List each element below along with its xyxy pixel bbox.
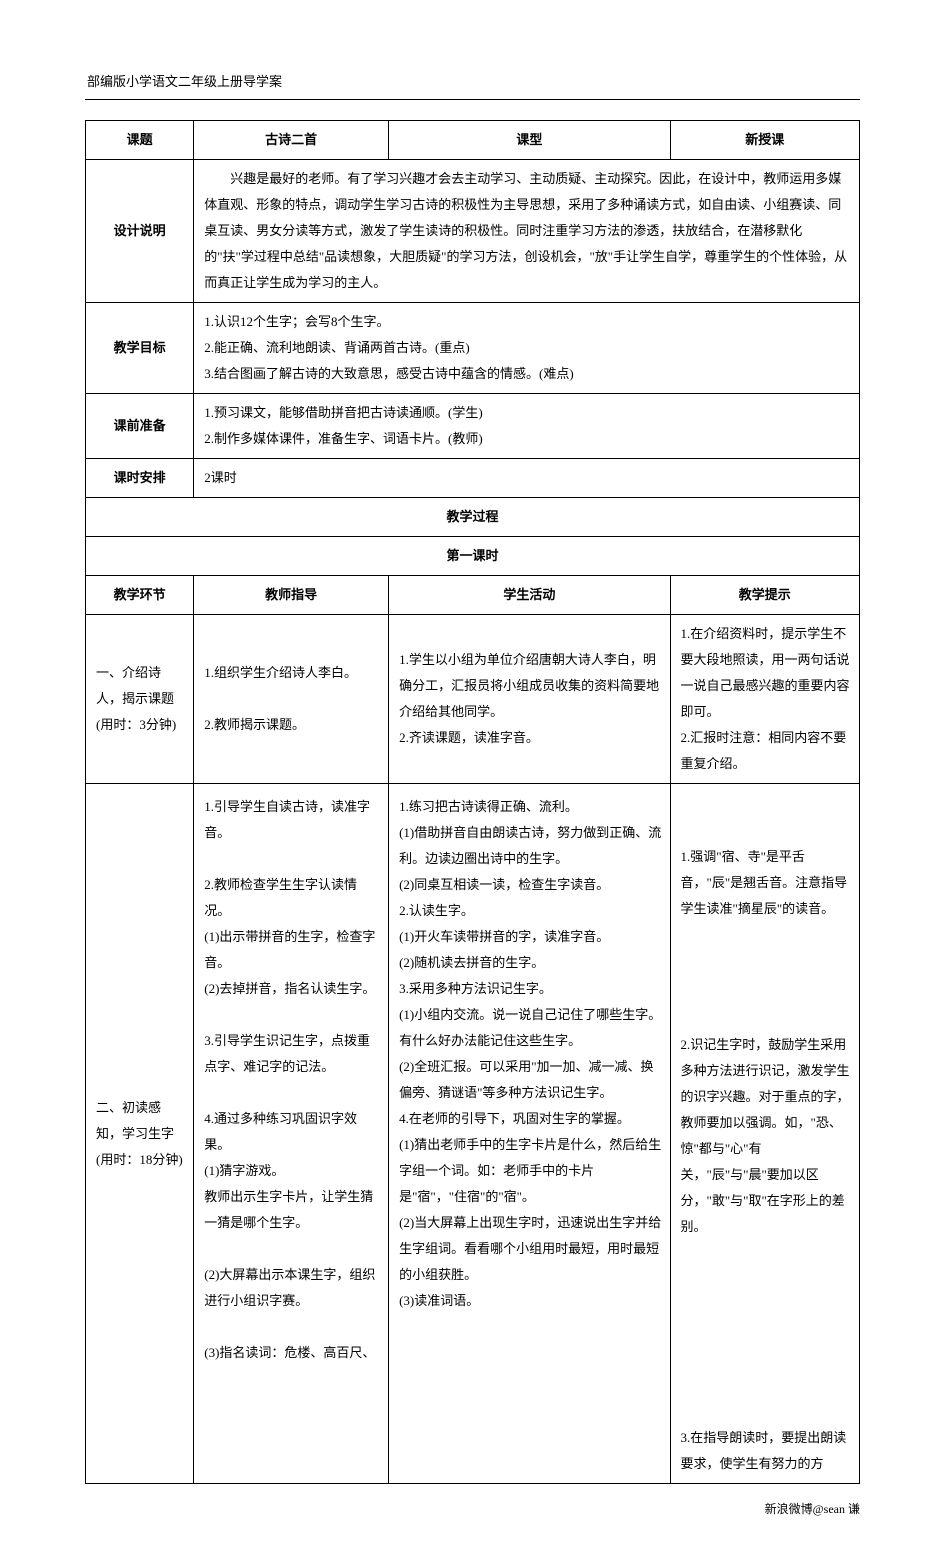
type-label: 课型 bbox=[389, 121, 670, 160]
section1-student: 1.学生以小组为单位介绍唐朝大诗人李白，明确分工，汇报员将小组成员收集的资料简要… bbox=[389, 615, 670, 784]
section2-phase: 二、初读感知，学习生字(用时：18分钟) bbox=[86, 784, 194, 1484]
period1-header: 第一课时 bbox=[86, 537, 860, 576]
col-phase: 教学环节 bbox=[86, 576, 194, 615]
topic-label: 课题 bbox=[86, 121, 194, 160]
header-row: 课题 古诗二首 课型 新授课 bbox=[86, 121, 860, 160]
section2-tip3: 3.在指导朗读时，要提出朗读要求，使学生有努力的方 bbox=[681, 1425, 851, 1477]
col-student: 学生活动 bbox=[389, 576, 670, 615]
goals-row: 教学目标 1.认识12个生字；会写8个生字。 2.能正确、流利地朗读、背诵两首古… bbox=[86, 303, 860, 394]
schedule-label: 课时安排 bbox=[86, 459, 194, 498]
schedule-row: 课时安排 2课时 bbox=[86, 459, 860, 498]
col-teacher: 教师指导 bbox=[194, 576, 389, 615]
design-label: 设计说明 bbox=[86, 160, 194, 303]
section2-tip1: 1.强调"宿、寺"是平舌音，"辰"是翘舌音。注意指导学生读准"摘星辰"的读音。 bbox=[681, 844, 851, 922]
prep-2: 2.制作多媒体课件，准备生字、词语卡片。(教师) bbox=[204, 426, 851, 452]
title-underline bbox=[85, 99, 860, 100]
section2-tip2: 2.识记生字时，鼓励学生采用多种方法进行识记，激发学生的识字兴趣。对于重点的字，… bbox=[681, 1032, 851, 1240]
design-row: 设计说明 兴趣是最好的老师。有了学习兴趣才会去主动学习、主动质疑、主动探究。因此… bbox=[86, 160, 860, 303]
period1-header-row: 第一课时 bbox=[86, 537, 860, 576]
topic-value: 古诗二首 bbox=[194, 121, 389, 160]
section1-row: 一、介绍诗人，揭示课题(用时：3分钟) 1.组织学生介绍诗人李白。 2.教师揭示… bbox=[86, 615, 860, 784]
goal-1: 1.认识12个生字；会写8个生字。 bbox=[204, 309, 851, 335]
prep-content: 1.预习课文，能够借助拼音把古诗读通顺。(学生) 2.制作多媒体课件，准备生字、… bbox=[194, 394, 860, 459]
prep-label: 课前准备 bbox=[86, 394, 194, 459]
doc-title: 部编版小学语文二年级上册导学案 bbox=[85, 70, 860, 93]
footer-credit: 新浪微博@sean 谦 bbox=[85, 1499, 860, 1521]
design-content: 兴趣是最好的老师。有了学习兴趣才会去主动学习、主动质疑、主动探究。因此，在设计中… bbox=[194, 160, 860, 303]
process-header-row: 教学过程 bbox=[86, 498, 860, 537]
goals-content: 1.认识12个生字；会写8个生字。 2.能正确、流利地朗读、背诵两首古诗。(重点… bbox=[194, 303, 860, 394]
type-value: 新授课 bbox=[670, 121, 859, 160]
section2-tips: 1.强调"宿、寺"是平舌音，"辰"是翘舌音。注意指导学生读准"摘星辰"的读音。 … bbox=[670, 784, 859, 1484]
goals-label: 教学目标 bbox=[86, 303, 194, 394]
section1-tips: 1.在介绍资料时，提示学生不要大段地照读，用一两句话说一说自己最感兴趣的重要内容… bbox=[670, 615, 859, 784]
section2-student: 1.练习把古诗读得正确、流利。 (1)借助拼音自由朗读古诗，努力做到正确、流利。… bbox=[389, 784, 670, 1484]
goal-3: 3.结合图画了解古诗的大致意思，感受古诗中蕴含的情感。(难点) bbox=[204, 361, 851, 387]
section1-phase: 一、介绍诗人，揭示课题(用时：3分钟) bbox=[86, 615, 194, 784]
prep-row: 课前准备 1.预习课文，能够借助拼音把古诗读通顺。(学生) 2.制作多媒体课件，… bbox=[86, 394, 860, 459]
lesson-plan-table: 课题 古诗二首 课型 新授课 设计说明 兴趣是最好的老师。有了学习兴趣才会去主动… bbox=[85, 120, 860, 1484]
goal-2: 2.能正确、流利地朗读、背诵两首古诗。(重点) bbox=[204, 335, 851, 361]
section2-row: 二、初读感知，学习生字(用时：18分钟) 1.引导学生自读古诗，读准字音。 2.… bbox=[86, 784, 860, 1484]
prep-1: 1.预习课文，能够借助拼音把古诗读通顺。(学生) bbox=[204, 400, 851, 426]
design-text: 兴趣是最好的老师。有了学习兴趣才会去主动学习、主动质疑、主动探究。因此，在设计中… bbox=[204, 166, 851, 296]
section2-teacher: 1.引导学生自读古诗，读准字音。 2.教师检查学生生字认读情况。 (1)出示带拼… bbox=[194, 784, 389, 1484]
process-header: 教学过程 bbox=[86, 498, 860, 537]
section1-teacher: 1.组织学生介绍诗人李白。 2.教师揭示课题。 bbox=[194, 615, 389, 784]
col-tips: 教学提示 bbox=[670, 576, 859, 615]
columns-header-row: 教学环节 教师指导 学生活动 教学提示 bbox=[86, 576, 860, 615]
schedule-value: 2课时 bbox=[194, 459, 860, 498]
